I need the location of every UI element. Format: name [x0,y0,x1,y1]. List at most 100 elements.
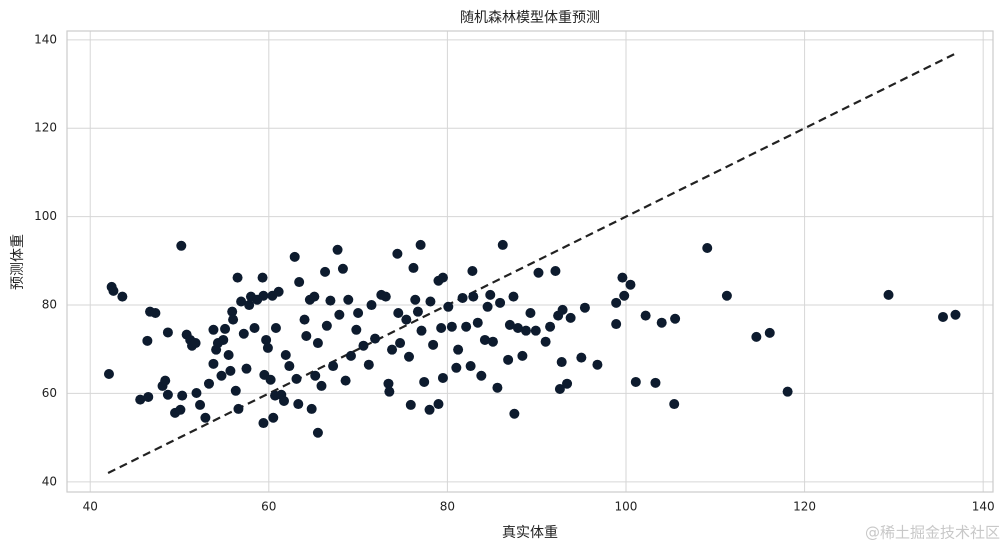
point [764,327,775,338]
point [576,352,587,363]
point [175,404,186,415]
point [223,349,234,360]
point [262,342,273,353]
point [233,403,244,414]
point [236,296,247,307]
point [412,306,423,317]
point [108,285,119,296]
point [273,286,284,297]
point [162,327,173,338]
point [393,307,404,318]
point [517,350,528,361]
point [472,317,483,328]
point [461,321,472,332]
point [425,296,436,307]
point [320,266,331,277]
y-tick-label: 80 [42,298,57,312]
point [103,368,114,379]
point [337,263,348,274]
point [353,307,364,318]
point [485,289,496,300]
point [453,344,464,355]
point [451,362,462,373]
point [294,277,305,288]
point [261,334,272,345]
point [495,297,506,308]
y-tick-label: 120 [34,121,57,135]
point [249,323,260,334]
point [497,239,508,250]
point [280,349,291,360]
point [332,244,343,255]
point [268,412,279,423]
y-tick-label: 140 [34,32,57,46]
point [387,344,398,355]
point [721,290,732,301]
point [334,309,345,320]
point [306,403,317,414]
point [556,357,567,368]
point [487,336,498,347]
point [203,378,214,389]
point [316,380,327,391]
point [284,361,295,372]
point [592,359,603,370]
point [312,338,323,349]
point [468,291,479,302]
point [301,330,312,341]
point [465,361,476,372]
point [225,365,236,376]
point [383,378,394,389]
point [291,373,302,384]
point [611,319,622,330]
point [508,291,519,302]
point [557,304,568,315]
point [415,239,426,250]
point [525,307,536,318]
point [424,404,435,415]
point [650,377,661,388]
point [395,338,406,349]
point [550,266,561,277]
point [670,313,681,324]
point [503,354,514,365]
point [408,262,419,273]
point [384,386,395,397]
point [293,399,304,410]
point [617,272,628,283]
point [135,394,146,405]
point [512,323,523,334]
point [299,314,310,325]
point [640,310,651,321]
point [392,248,403,259]
point [358,340,369,351]
point [230,385,241,396]
point [258,418,269,429]
point [416,325,427,336]
point [436,323,447,334]
point [190,338,201,349]
point [340,375,351,386]
point [428,339,439,350]
point [950,309,961,320]
point [241,363,252,374]
point [309,291,320,302]
point [401,314,412,325]
point [143,391,154,402]
point [482,301,493,312]
x-tick-label: 120 [793,500,816,514]
point [545,321,556,332]
point [479,334,490,345]
x-tick-label: 140 [972,500,995,514]
reference-line [107,52,957,474]
point [611,297,622,308]
point [162,389,173,400]
point [208,358,219,369]
point [366,300,377,311]
point [533,267,544,278]
point [218,334,229,345]
point [312,427,323,438]
point [443,301,454,312]
point [117,291,128,302]
